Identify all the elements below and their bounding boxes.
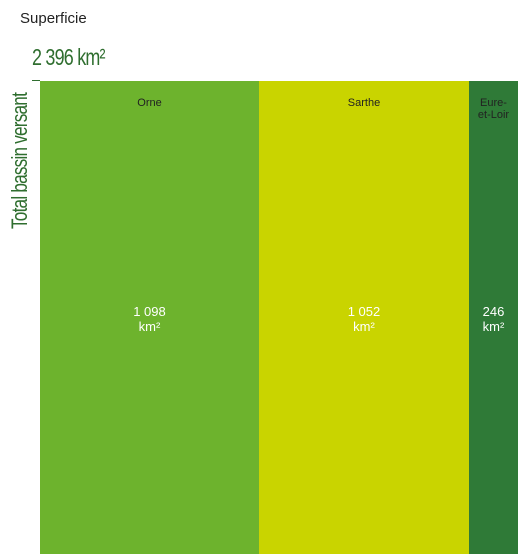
total-tick (32, 80, 40, 81)
segment-name: Eure-et-Loir (477, 97, 510, 121)
segment-unit: km² (482, 319, 505, 334)
segment-2: Eure-et-Loir 246 km² (469, 81, 518, 554)
segment-name: Sarthe (347, 97, 381, 109)
segment-1: Sarthe 1 052 km² (259, 81, 469, 554)
total-axis-label: Total bassin versant (7, 92, 32, 229)
segment-unit: km² (353, 319, 375, 334)
segment-value: 1 098 km² (40, 304, 259, 334)
area-mosaic: Orne 1 098 km² Sarthe 1 052 km² Eure-et-Loir 24… (40, 81, 518, 554)
total-value-label: 2 396 km² (32, 44, 106, 70)
segment-value: 246 km² (469, 304, 518, 334)
chart-title: Superficie (20, 10, 87, 27)
segment-unit: km² (138, 319, 161, 334)
segment-value: 1 052 km² (259, 304, 469, 334)
segment-name: Orne (137, 97, 162, 109)
segment-0: Orne 1 098 km² (40, 81, 259, 554)
